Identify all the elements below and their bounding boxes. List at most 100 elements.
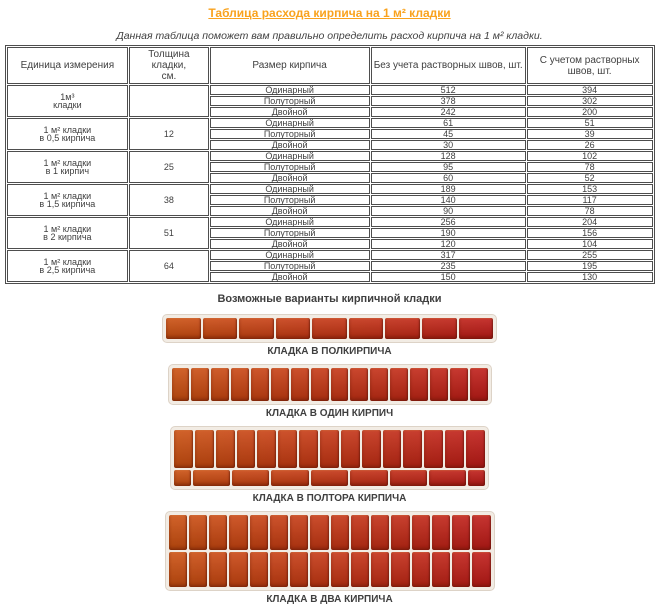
brick-strip [164, 511, 495, 591]
size-cell: Двойной [209, 272, 370, 282]
brick-strip-caption: КЛАДКА В ПОЛТОРА КИРПИЧА [252, 493, 407, 504]
unit-cell: 1 м² кладки в 0,5 кирпича [6, 118, 129, 150]
brick-row [168, 515, 491, 550]
table-row: Полуторный 235 195 [7, 261, 653, 271]
without-joints-cell: 378 [370, 96, 526, 106]
brick-strip-caption: КЛАДКА В ПОЛКИРПИЧА [267, 346, 392, 357]
brick [411, 515, 430, 550]
brick [452, 515, 471, 550]
table-row: 1 м² кладки в 1,5 кирпича 38 Одинарный 189 1… [6, 184, 653, 216]
table-header-cell: С учетом растворных швов, шт. [526, 47, 653, 84]
brick [271, 470, 309, 486]
brick [174, 470, 191, 486]
brick [340, 430, 360, 468]
brick [385, 318, 420, 339]
brick [310, 552, 329, 587]
thickness-cell [129, 85, 209, 117]
without-joints-cell: 128 [370, 151, 526, 161]
brick-row [171, 368, 488, 401]
with-joints-cell: 51 [526, 118, 653, 128]
without-joints-cell: 30 [370, 140, 526, 150]
size-cell: Полуторный [209, 261, 370, 271]
table-row: 1 м² кладки в 2 кирпича 51 Одинарный 256 204 [6, 217, 653, 249]
size-cell: Двойной [209, 206, 370, 216]
brick [472, 515, 491, 550]
brick [312, 318, 347, 339]
brick [350, 470, 388, 486]
brick [391, 552, 410, 587]
brick-strip-block: КЛАДКА В ДВА КИРПИЧА [0, 511, 659, 605]
brick [270, 368, 289, 401]
brick [249, 552, 268, 587]
table-row: Полуторный 45 39 [7, 129, 653, 139]
brick-row [168, 552, 491, 587]
brick-strip-block: КЛАДКА В ОДИН КИРПИЧ [0, 364, 659, 419]
brick [290, 552, 309, 587]
with-joints-cell: 52 [526, 173, 653, 183]
with-joints-cell: 200 [526, 107, 653, 117]
brick [390, 368, 408, 401]
brick-strip-caption: КЛАДКА В ОДИН КИРПИЧ [265, 408, 394, 419]
unit-cell: 1 м² кладки в 1,5 кирпича [6, 184, 129, 216]
brick [236, 430, 256, 468]
brick [371, 552, 390, 587]
size-cell: Одинарный [209, 217, 370, 227]
size-cell: Двойной [209, 140, 370, 150]
brick [330, 552, 349, 587]
brick [168, 515, 187, 550]
size-cell: Одинарный [209, 184, 370, 194]
without-joints-cell: 140 [370, 195, 526, 205]
gallery-title: Возможные варианты кирпичной кладки [217, 293, 442, 305]
size-cell: Одинарный [209, 151, 370, 161]
with-joints-cell: 153 [526, 184, 653, 194]
brick [310, 470, 349, 486]
brick [251, 368, 269, 401]
brick [469, 368, 488, 401]
without-joints-cell: 512 [370, 85, 526, 95]
unit-cell: 1 м² кладки в 2,5 кирпича [6, 250, 129, 282]
table-row: Двойной 30 26 [7, 140, 653, 150]
without-joints-cell: 120 [370, 239, 526, 249]
table-row: Двойной 60 52 [7, 173, 653, 183]
brick [424, 430, 444, 468]
without-joints-cell: 95 [370, 162, 526, 172]
without-joints-cell: 61 [370, 118, 526, 128]
without-joints-cell: 189 [370, 184, 526, 194]
brick [472, 552, 491, 587]
table-row: 1 м² кладки в 1 кирпич 25 Одинарный 128 102 [6, 151, 653, 183]
table-row: Полуторный 378 302 [7, 96, 653, 106]
size-cell: Полуторный [209, 228, 370, 238]
size-cell: Двойной [209, 173, 370, 183]
brick [269, 552, 288, 587]
brick [257, 430, 277, 468]
brick [389, 470, 427, 486]
brick [209, 515, 228, 550]
table-row: Полуторный 95 78 [7, 162, 653, 172]
thickness-cell: 64 [129, 250, 209, 282]
with-joints-cell: 102 [526, 151, 653, 161]
with-joints-cell: 255 [526, 250, 653, 260]
brick [350, 552, 369, 587]
with-joints-cell: 26 [526, 140, 653, 150]
thickness-cell: 12 [129, 118, 209, 150]
brick [403, 430, 423, 468]
brick [370, 368, 389, 401]
size-cell: Одинарный [209, 118, 370, 128]
page-title-link[interactable]: Таблица расхода кирпича на 1 м² кладки [208, 6, 451, 20]
table-header-cell: Без учета растворных швов, шт. [370, 47, 526, 84]
table-row: Двойной 242 200 [7, 107, 653, 117]
size-cell: Двойной [209, 107, 370, 117]
size-cell: Двойной [209, 239, 370, 249]
table-row: Полуторный 190 156 [7, 228, 653, 238]
brick [202, 318, 238, 339]
size-cell: Одинарный [209, 85, 370, 95]
size-cell: Полуторный [209, 129, 370, 139]
brick [371, 515, 390, 550]
brick [452, 552, 471, 587]
with-joints-cell: 78 [526, 162, 653, 172]
table-row: 1 м² кладки в 0,5 кирпича 12 Одинарный 61 51 [6, 118, 653, 150]
brick [466, 430, 485, 468]
brick [411, 552, 430, 587]
brick [445, 430, 465, 468]
unit-cell: 1 м² кладки в 2 кирпича [6, 217, 129, 249]
